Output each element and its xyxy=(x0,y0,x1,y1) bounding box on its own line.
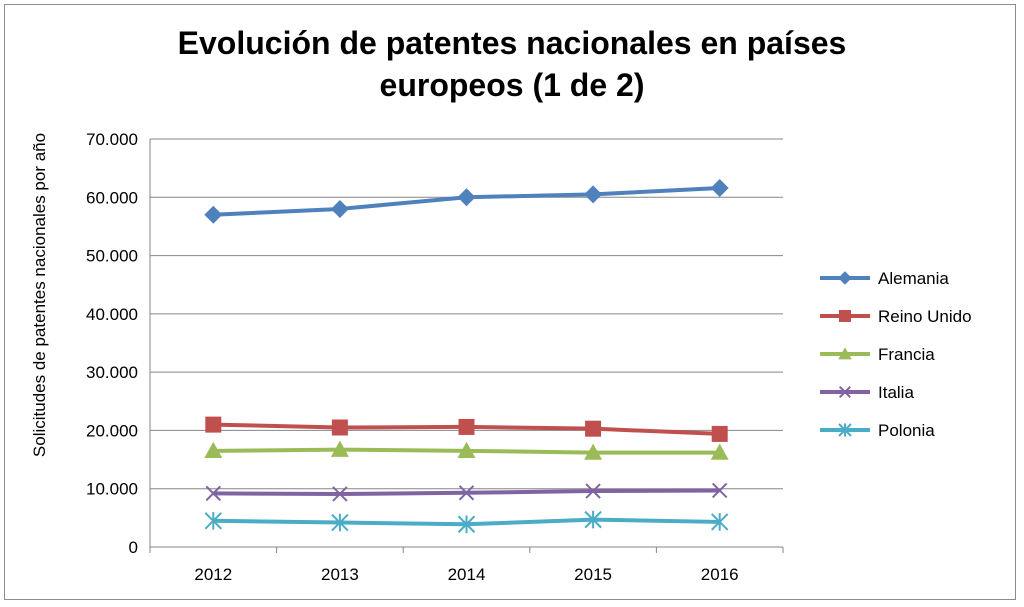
marker-stroke xyxy=(205,485,222,502)
data-point-polonia xyxy=(710,513,729,531)
data-point-alemania xyxy=(457,188,476,207)
chart-frame xyxy=(4,4,1016,600)
data-point-alemania xyxy=(204,205,223,224)
x-tick-label: 2015 xyxy=(574,565,612,584)
data-point-reino-unido xyxy=(711,425,728,442)
y-tick-label: 70.000 xyxy=(86,130,138,149)
data-point-polonia xyxy=(584,510,602,529)
legend-marker-reino-unido xyxy=(839,310,851,322)
data-point-francia xyxy=(710,443,729,460)
data-point-alemania xyxy=(710,178,729,197)
data-point-reino-unido xyxy=(458,418,475,435)
y-tick-label: 10.000 xyxy=(86,480,138,499)
x-tick-label: 2013 xyxy=(321,565,359,584)
data-point-alemania xyxy=(330,199,349,218)
y-tick-label: 50.000 xyxy=(86,247,138,266)
legend-label-reino-unido: Reino Unido xyxy=(878,307,972,326)
data-point-italia xyxy=(458,485,475,501)
legend-label-francia: Francia xyxy=(878,345,935,364)
x-tick-label: 2014 xyxy=(448,565,486,584)
data-point-italia xyxy=(205,485,222,502)
y-tick-label: 40.000 xyxy=(86,305,138,324)
chart-title-line-2: europeos (1 de 2) xyxy=(379,67,645,103)
legend-label-italia: Italia xyxy=(878,383,914,402)
data-point-polonia xyxy=(457,515,476,534)
chart-title-line-1: Evolución de patentes nacionales en país… xyxy=(177,25,847,61)
data-point-italia xyxy=(585,483,601,499)
data-point-francia xyxy=(584,443,603,460)
x-tick-label: 2012 xyxy=(194,565,232,584)
data-point-italia xyxy=(711,482,728,499)
data-point-reino-unido xyxy=(331,419,348,436)
marker-stroke xyxy=(711,482,728,499)
data-point-italia xyxy=(332,486,348,502)
data-point-polonia xyxy=(331,513,349,532)
marker-stroke xyxy=(585,483,601,499)
marker-stroke xyxy=(332,486,348,502)
legend-marker-alemania xyxy=(838,271,852,285)
data-point-francia xyxy=(330,440,349,457)
y-tick-label: 60.000 xyxy=(86,188,138,207)
legend-label-alemania: Alemania xyxy=(878,269,949,288)
legend-marker-italia xyxy=(839,386,851,398)
y-tick-label: 0 xyxy=(129,538,138,557)
legend-marker-polonia xyxy=(838,423,852,437)
y-tick-label: 30.000 xyxy=(86,363,138,382)
x-tick-label: 2016 xyxy=(701,565,739,584)
y-tick-label: 20.000 xyxy=(86,421,138,440)
legend-marker-francia xyxy=(838,347,852,360)
data-point-reino-unido xyxy=(585,420,602,437)
data-point-polonia xyxy=(204,511,223,530)
data-point-francia xyxy=(457,441,476,459)
data-point-reino-unido xyxy=(205,416,222,433)
marker-stroke xyxy=(839,386,851,398)
data-point-alemania xyxy=(584,185,603,204)
chart-title: Evolución de patentes nacionales en país… xyxy=(0,22,1024,106)
data-point-francia xyxy=(204,441,223,459)
legend-label-polonia: Polonia xyxy=(878,421,935,440)
marker-stroke xyxy=(458,485,475,501)
